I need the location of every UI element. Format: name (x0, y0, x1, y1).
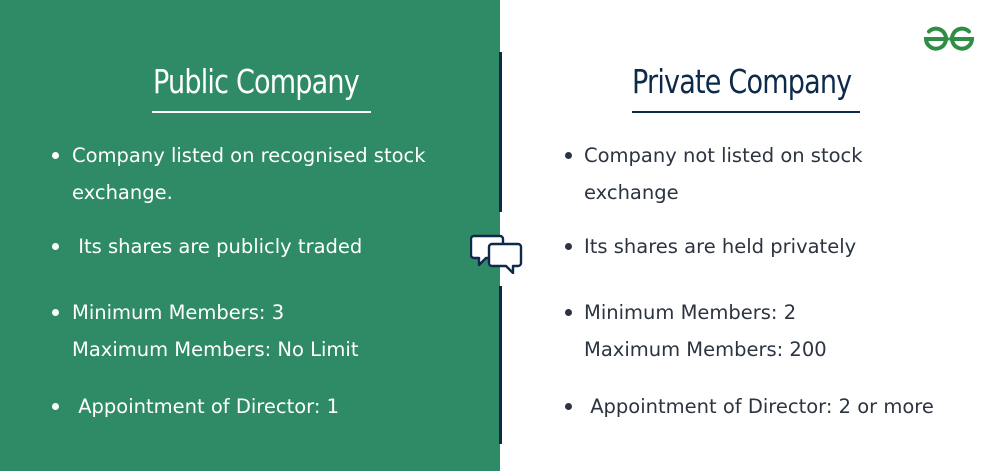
speech-bubbles-icon (470, 234, 523, 274)
bullet-text: Company not listed on stock (584, 144, 863, 167)
gfg-logo-icon (923, 26, 975, 51)
bullet-dot (52, 309, 59, 316)
private-company-panel: Private Company Company not listed on st… (500, 0, 1000, 471)
bullet-text: Minimum Members: 3 (72, 301, 285, 324)
bullet-text: Appointment of Director: 1 (72, 395, 340, 418)
bullet-text: Appointment of Director: 2 or more (584, 395, 934, 418)
bullet-dot (565, 243, 572, 250)
public-company-panel: Public Company Company listed on recogni… (0, 0, 500, 471)
bullet-dot (52, 152, 59, 159)
bullet-text: exchange (584, 181, 679, 204)
center-divider-top (499, 52, 502, 212)
bullet-dot (565, 152, 572, 159)
bullet-text: exchange. (72, 181, 173, 204)
bullet-dot (52, 403, 59, 410)
bullet-text: Its shares are publicly traded (72, 235, 363, 258)
private-company-title: Private Company (632, 62, 852, 101)
public-company-title: Public Company (153, 62, 360, 101)
bullet-dot (52, 243, 59, 250)
bullet-text: Minimum Members: 2 (584, 301, 797, 324)
list-item: Minimum Members: 2 Maximum Members: 200 (565, 294, 827, 368)
center-divider-bottom (499, 286, 502, 444)
bullet-text: Company listed on recognised stock (72, 144, 426, 167)
list-item: Minimum Members: 3 Maximum Members: No L… (52, 294, 358, 368)
bullet-dot (565, 309, 572, 316)
list-item: Company listed on recognised stock excha… (52, 137, 426, 211)
bullet-text: Maximum Members: No Limit (72, 338, 359, 361)
list-item: Appointment of Director: 2 or more (565, 388, 934, 425)
list-item: Its shares are held privately (565, 228, 856, 265)
private-title-underline (632, 111, 860, 113)
bullet-text: Its shares are held privately (584, 235, 857, 258)
bullet-text: Maximum Members: 200 (584, 338, 827, 361)
bullet-dot (565, 403, 572, 410)
list-item: Company not listed on stock exchange (565, 137, 863, 211)
list-item: Its shares are publicly traded (52, 228, 362, 265)
public-title-underline (152, 111, 371, 113)
list-item: Appointment of Director: 1 (52, 388, 339, 425)
